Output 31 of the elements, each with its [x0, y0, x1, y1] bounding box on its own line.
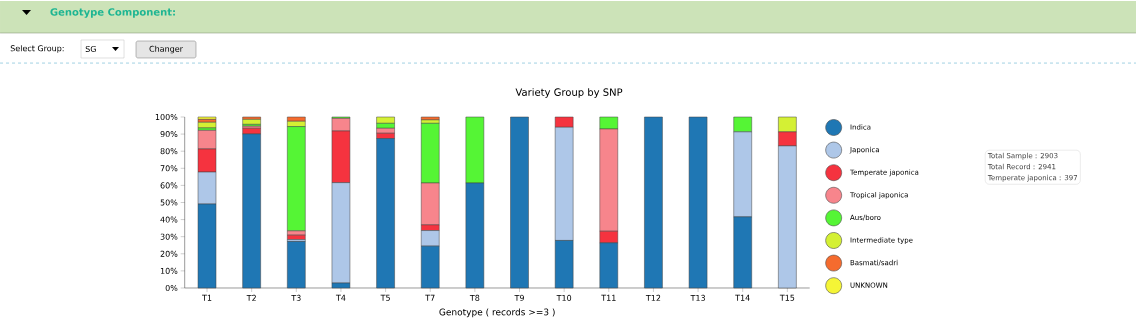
- x-tick-label: T14: [735, 294, 750, 301]
- x-tick-label: T11: [601, 294, 616, 301]
- x-tick-label: T5: [380, 294, 390, 301]
- text: Genotype Component:: [50, 8, 175, 18]
- x-tick-label: T3: [291, 294, 301, 301]
- text: Select Group:: [10, 45, 64, 53]
- x-tick-label: T9: [514, 294, 524, 301]
- text: SG: [85, 45, 96, 53]
- y-tick-label: 60%: [160, 182, 178, 189]
- x-tick-label: T15: [779, 294, 795, 301]
- text: Changer: [149, 45, 183, 54]
- y-tick-label: 10%: [160, 267, 178, 274]
- x-tick-label: T7: [425, 294, 435, 301]
- x-axis-title: Genotype ( records >=3 ): [439, 308, 555, 318]
- y-tick-label: 20%: [160, 250, 178, 257]
- y-tick-label: 50%: [160, 199, 178, 206]
- y-tick-label: 90%: [160, 131, 178, 138]
- y-tick-label: 30%: [160, 233, 178, 240]
- chart-title: Variety Group by SNP: [515, 88, 623, 98]
- x-tick-label: T8: [469, 294, 480, 301]
- y-tick-label: 100%: [155, 113, 178, 121]
- y-tick-label: 40%: [160, 216, 178, 223]
- x-tick-label: T12: [645, 294, 661, 301]
- y-tick-label: 70%: [160, 165, 178, 172]
- x-tick-label: T1: [202, 294, 212, 301]
- x-tick-label: T10: [556, 294, 572, 301]
- y-tick-label: 80%: [160, 148, 178, 155]
- y-tick-label: 0%: [165, 284, 178, 292]
- x-tick-label: T2: [246, 294, 256, 301]
- x-tick-label: T13: [690, 294, 705, 301]
- x-tick-label: T4: [335, 294, 346, 301]
